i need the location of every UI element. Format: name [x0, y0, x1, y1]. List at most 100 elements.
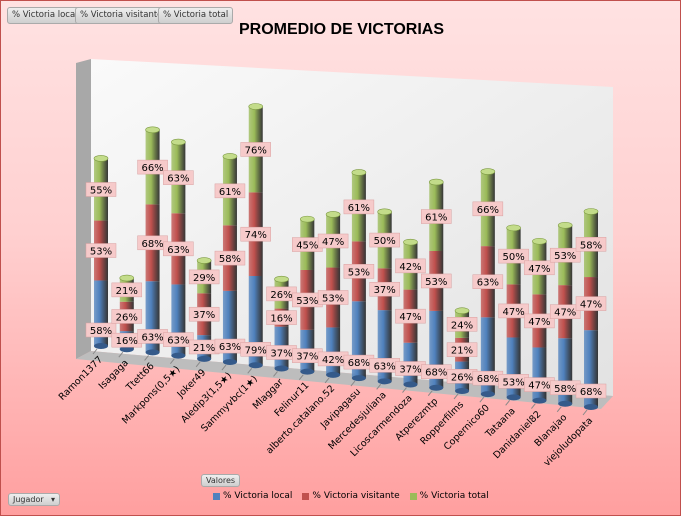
data-label: 68% [477, 374, 499, 385]
data-label: 37% [193, 310, 215, 321]
data-label: 63% [374, 361, 396, 372]
bar-base [506, 394, 521, 401]
data-label-box [446, 317, 478, 332]
data-label: 26% [116, 312, 138, 323]
data-label-box [549, 247, 581, 263]
data-label: 63% [219, 342, 241, 353]
data-label-box [575, 237, 607, 252]
tick-mark [453, 393, 459, 400]
tick-mark [505, 400, 511, 406]
bar-base [94, 343, 108, 349]
bar-base [403, 381, 418, 388]
bar-base [274, 365, 289, 372]
bar-top [145, 126, 160, 134]
data-label: 47% [399, 312, 421, 323]
tick-mark [247, 367, 253, 374]
bar-base [171, 352, 186, 359]
data-label-box [214, 183, 246, 199]
data-label: 58% [580, 240, 602, 251]
bar-base [351, 375, 366, 382]
data-label: 47% [580, 300, 602, 311]
data-label-box [188, 306, 220, 322]
tick-mark [479, 396, 485, 403]
data-label: 47% [528, 317, 550, 328]
tick-mark [273, 371, 278, 377]
data-label: 42% [399, 262, 421, 273]
bar-top [532, 237, 547, 245]
bar-top [196, 257, 212, 264]
tick-mark [556, 406, 562, 413]
data-label-box [575, 383, 607, 399]
bar-segment [532, 347, 547, 401]
data-label: 45% [296, 241, 318, 252]
bar-top [428, 178, 444, 186]
legend-label: % Victoria total [419, 491, 489, 501]
data-label: 63% [167, 336, 189, 347]
data-label-box [498, 248, 529, 264]
data-label: 68% [580, 387, 602, 398]
data-label-box [498, 303, 529, 319]
legend-label: % Victoria visitante [312, 491, 400, 501]
data-label: 58% [90, 326, 112, 337]
tick-mark [531, 403, 536, 409]
data-label: 47% [503, 307, 525, 318]
bar-top [325, 211, 341, 218]
data-label: 63% [477, 278, 499, 289]
category-label: Ramon1377 [57, 354, 105, 402]
bar-top [506, 224, 521, 232]
data-label: 42% [322, 355, 344, 366]
data-label: 68% [348, 358, 370, 369]
data-label: 24% [451, 320, 473, 331]
data-label-box [111, 309, 143, 324]
legend-item-total: % Victoria total [409, 491, 489, 501]
category-label: Aledip3(1,5★) [179, 370, 234, 425]
bar-base [455, 387, 470, 394]
data-label-box [369, 232, 400, 248]
data-label: 58% [554, 384, 576, 395]
valores-button[interactable]: Valores [201, 474, 241, 487]
tick-mark [402, 387, 407, 393]
data-label-box [85, 182, 117, 197]
bar-top [403, 238, 418, 246]
data-label: 79% [245, 345, 267, 356]
jugador-dropdown[interactable]: Jugador ▾ [8, 493, 60, 506]
data-label: 47% [554, 308, 576, 319]
data-label: 61% [425, 213, 447, 224]
data-label: 53% [554, 251, 576, 262]
tick-mark [350, 380, 356, 387]
tick-mark [427, 390, 433, 397]
data-label: 61% [219, 187, 241, 198]
data-label: 21% [451, 346, 473, 357]
data-label-box [214, 250, 246, 266]
data-label-box [421, 209, 452, 224]
data-label-box [421, 273, 452, 289]
bar-base [480, 391, 495, 398]
data-label-box [188, 269, 220, 285]
legend-swatch [409, 492, 417, 500]
data-label-box [472, 201, 504, 217]
data-label: 26% [270, 290, 292, 301]
data-label-box [317, 290, 349, 305]
bar-base [248, 362, 263, 369]
data-label-box [395, 308, 426, 324]
data-label: 47% [528, 381, 550, 392]
data-label: 50% [503, 252, 525, 263]
bar-top [583, 208, 599, 215]
data-label: 63% [167, 174, 189, 185]
bar-base [558, 400, 573, 407]
legend: % Victoria local % Victoria visitante % … [213, 491, 489, 501]
tick-mark [195, 361, 201, 368]
tick-mark [221, 364, 227, 371]
field-button-total[interactable]: % Victoria total [158, 7, 234, 24]
tick-mark [144, 355, 149, 361]
data-label: 55% [90, 185, 112, 196]
data-label-box [472, 274, 504, 289]
data-label: 16% [270, 314, 292, 325]
data-label-box [575, 296, 607, 311]
data-label: 74% [245, 230, 267, 241]
data-label-box [111, 282, 143, 298]
bar-top [351, 169, 367, 176]
data-label: 47% [528, 264, 550, 275]
data-label: 76% [245, 145, 267, 156]
